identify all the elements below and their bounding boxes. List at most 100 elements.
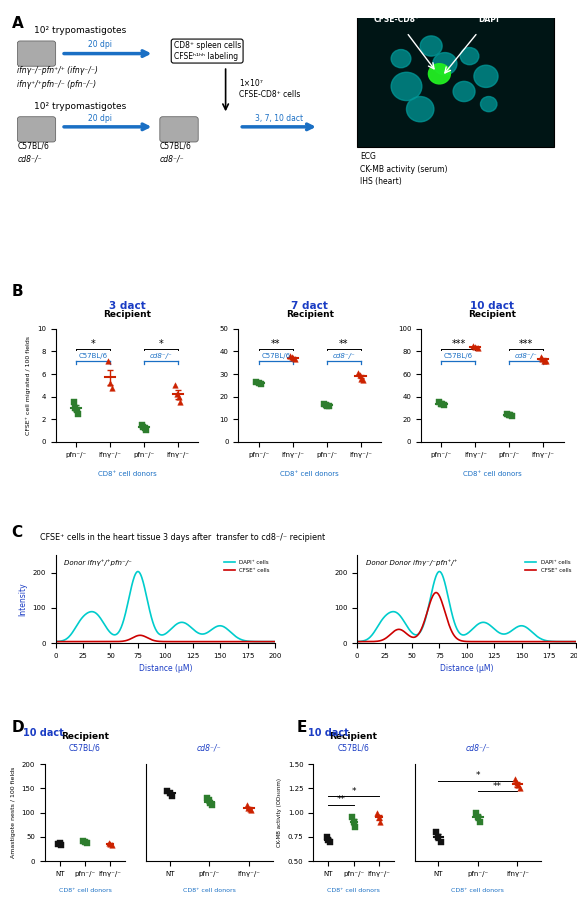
Point xyxy=(207,798,216,813)
Point xyxy=(104,835,113,850)
Point xyxy=(69,395,78,410)
Text: cd8⁻/⁻: cd8⁻/⁻ xyxy=(149,353,173,359)
Point xyxy=(505,408,515,423)
Text: IHS (heart): IHS (heart) xyxy=(360,178,402,187)
Point xyxy=(203,791,212,805)
Point xyxy=(320,396,329,411)
Point xyxy=(246,803,256,817)
Text: ECG: ECG xyxy=(360,152,376,161)
Text: C57BL/6: C57BL/6 xyxy=(17,142,49,151)
Point xyxy=(437,397,447,412)
Text: 20 dpi: 20 dpi xyxy=(88,114,111,123)
Point xyxy=(171,378,180,393)
Point xyxy=(74,406,83,421)
Point xyxy=(439,397,448,412)
Text: cd8⁻/⁻: cd8⁻/⁻ xyxy=(160,155,185,164)
Circle shape xyxy=(391,49,411,67)
Point xyxy=(174,389,183,404)
Point xyxy=(107,838,117,853)
Point xyxy=(515,781,524,795)
Text: *: * xyxy=(351,786,356,795)
Point xyxy=(349,815,358,830)
Point xyxy=(436,396,445,411)
Circle shape xyxy=(428,64,451,84)
Y-axis label: Intensity: Intensity xyxy=(18,582,27,616)
Point xyxy=(103,353,112,368)
Point xyxy=(245,802,254,816)
Point xyxy=(324,833,333,847)
Point xyxy=(324,399,334,414)
Point xyxy=(354,365,363,380)
Text: CD8⁺ cell donors: CD8⁺ cell donors xyxy=(59,888,111,893)
Point xyxy=(57,838,66,853)
Text: CFSE-CD8⁺: CFSE-CD8⁺ xyxy=(374,15,419,25)
Text: 10² trypomastigotes: 10² trypomastigotes xyxy=(33,102,126,110)
FancyBboxPatch shape xyxy=(160,117,198,142)
Text: CK-MB activity (serum): CK-MB activity (serum) xyxy=(360,165,447,174)
Title: 7 dact: 7 dact xyxy=(291,302,328,312)
Text: Recipient: Recipient xyxy=(286,311,334,320)
Text: **: ** xyxy=(336,795,346,804)
Point xyxy=(374,810,383,824)
Text: cd8⁻/⁻: cd8⁻/⁻ xyxy=(515,353,538,359)
X-axis label: Distance (μM): Distance (μM) xyxy=(138,664,192,673)
Point xyxy=(257,377,266,392)
Y-axis label: CFSE⁺ cell migrated / 100 fields: CFSE⁺ cell migrated / 100 fields xyxy=(26,336,31,435)
Point xyxy=(473,810,482,824)
Point xyxy=(434,395,444,410)
Point xyxy=(471,340,480,354)
Circle shape xyxy=(407,97,434,122)
Point xyxy=(175,395,185,410)
Point xyxy=(242,798,251,813)
Point xyxy=(469,339,478,353)
Point xyxy=(511,772,520,786)
Point xyxy=(140,421,149,435)
Text: C57BL/6: C57BL/6 xyxy=(261,353,290,359)
Text: 10² trypomastigotes: 10² trypomastigotes xyxy=(33,26,126,35)
Text: ifnγ⁺/⁺pfn⁻/⁻ (pfn⁻/⁻): ifnγ⁺/⁺pfn⁻/⁻ (pfn⁻/⁻) xyxy=(17,80,96,89)
Point xyxy=(204,793,213,808)
Point xyxy=(507,409,516,424)
Circle shape xyxy=(453,81,475,102)
Point xyxy=(536,350,545,364)
Y-axis label: Amastigote nests / 100 fields: Amastigote nests / 100 fields xyxy=(11,767,16,858)
Point xyxy=(205,795,215,810)
Point xyxy=(325,834,335,849)
Text: Recipient: Recipient xyxy=(61,732,109,741)
Point xyxy=(321,397,331,412)
Text: Recipient: Recipient xyxy=(329,732,377,741)
Text: C57BL/6: C57BL/6 xyxy=(338,743,369,752)
FancyBboxPatch shape xyxy=(357,15,554,147)
Text: 1×10⁷
CFSE-CD8⁺ cells: 1×10⁷ CFSE-CD8⁺ cells xyxy=(239,79,301,98)
Point xyxy=(475,815,485,830)
Y-axis label: CK-MB activity (OD₃₆₀nm): CK-MB activity (OD₃₆₀nm) xyxy=(278,778,282,847)
Text: 3, 7, 10 dact: 3, 7, 10 dact xyxy=(255,114,304,123)
Text: C57BL/6: C57BL/6 xyxy=(160,142,192,151)
Text: Donor Donor ifnγ⁻/⁻pfn⁺/⁺: Donor Donor ifnγ⁻/⁻pfn⁺/⁺ xyxy=(366,559,458,566)
Point xyxy=(436,834,445,849)
Text: 20 dpi: 20 dpi xyxy=(88,39,111,48)
Text: C57BL/6: C57BL/6 xyxy=(69,743,101,752)
Circle shape xyxy=(460,47,479,65)
Text: CD8⁺ cell donors: CD8⁺ cell donors xyxy=(280,471,339,477)
Title: 10 dact: 10 dact xyxy=(470,302,514,312)
Point xyxy=(357,372,366,386)
Text: cd8⁻/⁻: cd8⁻/⁻ xyxy=(17,155,42,164)
Point xyxy=(538,352,547,366)
Point xyxy=(173,387,182,402)
Point xyxy=(254,376,263,391)
Point xyxy=(514,778,523,793)
FancyBboxPatch shape xyxy=(17,41,56,67)
Circle shape xyxy=(433,53,457,75)
Circle shape xyxy=(391,72,422,100)
Text: **: ** xyxy=(493,782,502,791)
Point xyxy=(55,835,65,850)
Text: CD8⁺ cell donors: CD8⁺ cell donors xyxy=(98,471,156,477)
Point xyxy=(471,805,480,820)
Point xyxy=(54,837,63,852)
Point xyxy=(165,786,174,801)
Text: A: A xyxy=(12,16,24,31)
Point xyxy=(290,352,299,366)
Text: C57BL/6: C57BL/6 xyxy=(78,353,107,359)
Text: *: * xyxy=(475,771,480,780)
